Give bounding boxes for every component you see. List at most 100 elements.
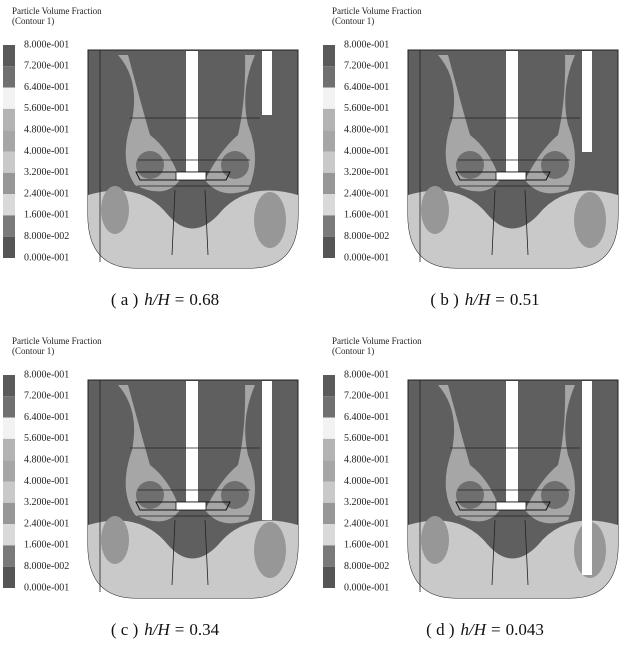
legend-swatch xyxy=(3,172,15,195)
plume-region xyxy=(101,186,129,234)
caption-letter: ( b ) xyxy=(430,290,458,309)
legend-swatch xyxy=(323,460,335,482)
legend-swatch xyxy=(323,438,335,461)
legend-swatch xyxy=(3,66,15,88)
panel: Particle Volume Fraction(Contour 1) 8.000… xyxy=(3,6,299,309)
legend-label: 0.000e-001 xyxy=(344,252,389,263)
legend-label: 7.200e-001 xyxy=(24,391,69,402)
legend-label: 2.400e-001 xyxy=(344,188,389,199)
legend-label: 4.000e-001 xyxy=(344,476,389,487)
legend-swatch xyxy=(3,566,15,588)
legend-swatch xyxy=(3,236,15,258)
legend-label: 1.600e-001 xyxy=(24,210,69,221)
caption-value: 0.043 xyxy=(506,620,544,639)
legend-swatch xyxy=(3,375,15,397)
caption-value: 0.68 xyxy=(189,290,219,309)
outline xyxy=(524,189,529,256)
legend-label: 8.000e-001 xyxy=(24,39,69,50)
legend-label: 7.200e-001 xyxy=(24,61,69,72)
legend-label: 4.000e-001 xyxy=(24,146,69,157)
legend-label: 6.400e-001 xyxy=(24,412,69,423)
legend-swatch xyxy=(323,502,335,525)
legend-swatch xyxy=(3,438,15,461)
legend-swatch xyxy=(323,172,335,195)
caption: ( a ) h/H = 0.68 xyxy=(111,290,219,309)
outline xyxy=(171,189,176,256)
legend-label: 8.000e-002 xyxy=(344,561,389,572)
plume-region xyxy=(254,192,286,248)
plume-region xyxy=(254,522,286,578)
legend-label: 2.400e-001 xyxy=(344,518,389,529)
legend-label: 6.400e-001 xyxy=(344,412,389,423)
legend-label: 8.000e-001 xyxy=(344,369,389,380)
legend-swatch xyxy=(323,566,335,588)
plume-core xyxy=(136,151,164,179)
outline xyxy=(524,519,529,586)
plume xyxy=(118,385,180,522)
caption: ( d ) h/H = 0.043 xyxy=(426,620,544,639)
hub xyxy=(495,501,527,511)
contour-image xyxy=(87,379,299,599)
legend-title: Particle Volume Fraction xyxy=(332,6,422,16)
legend-swatch xyxy=(3,417,15,439)
legend-label: 7.200e-001 xyxy=(344,61,389,72)
caption-letter: ( d ) xyxy=(426,620,454,639)
legend-label: 8.000e-002 xyxy=(24,561,69,572)
caption-variable: h/H xyxy=(460,620,487,639)
contour-image xyxy=(407,49,619,269)
shaft xyxy=(506,51,518,176)
panel: Particle Volume Fraction(Contour 1) 8.000… xyxy=(3,336,299,639)
legend-swatch xyxy=(323,194,335,216)
legend-label: 0.000e-001 xyxy=(344,582,389,593)
plume-core xyxy=(541,481,569,509)
legend-label: 4.800e-001 xyxy=(344,124,389,135)
plume-core xyxy=(456,481,484,509)
legend-label: 8.000e-001 xyxy=(24,369,69,380)
legend-swatch xyxy=(323,545,335,567)
legend-swatch xyxy=(3,87,15,109)
legend-swatch xyxy=(3,481,15,503)
legend-swatch xyxy=(3,524,15,546)
bottom-region xyxy=(88,520,298,598)
legend-swatch xyxy=(3,108,15,131)
plume-core xyxy=(456,151,484,179)
shaft xyxy=(186,51,198,176)
legend-label: 3.200e-001 xyxy=(24,497,69,508)
outline xyxy=(171,519,176,586)
legend-label: 5.600e-001 xyxy=(344,103,389,114)
caption-value: 0.34 xyxy=(189,620,219,639)
legend-label: 0.000e-001 xyxy=(24,582,69,593)
plume-core xyxy=(221,151,249,179)
legend-swatch xyxy=(3,45,15,67)
caption-variable: h/H xyxy=(465,290,492,309)
legend-label: 8.000e-001 xyxy=(344,39,389,50)
legend-title: Particle Volume Fraction xyxy=(12,336,102,346)
legend-swatch xyxy=(323,481,335,503)
caption-value: 0.51 xyxy=(510,290,540,309)
legend-swatch xyxy=(3,396,15,418)
caption: ( c ) h/H = 0.34 xyxy=(111,620,220,639)
caption-operator: = xyxy=(495,290,505,309)
hub xyxy=(175,501,207,511)
legend-label: 4.000e-001 xyxy=(344,146,389,157)
plume-region xyxy=(574,192,606,248)
contour-image xyxy=(87,49,299,269)
shaft xyxy=(186,381,198,506)
legend-swatch xyxy=(3,545,15,567)
legend-swatch xyxy=(323,236,335,258)
legend-label: 3.200e-001 xyxy=(344,167,389,178)
legend-title: Particle Volume Fraction xyxy=(332,336,422,346)
baffle xyxy=(262,381,272,520)
legend-swatch xyxy=(3,194,15,216)
hub xyxy=(495,171,527,181)
legend-label: 2.400e-001 xyxy=(24,518,69,529)
caption-operator: = xyxy=(175,620,185,639)
panel: Particle Volume Fraction(Contour 1) 8.000… xyxy=(323,6,619,309)
legend-swatch xyxy=(323,66,335,88)
plume xyxy=(438,55,500,192)
plume xyxy=(438,385,500,522)
legend-label: 8.000e-002 xyxy=(24,231,69,242)
legend-label: 6.400e-001 xyxy=(344,82,389,93)
legend-label: 3.200e-001 xyxy=(24,167,69,178)
